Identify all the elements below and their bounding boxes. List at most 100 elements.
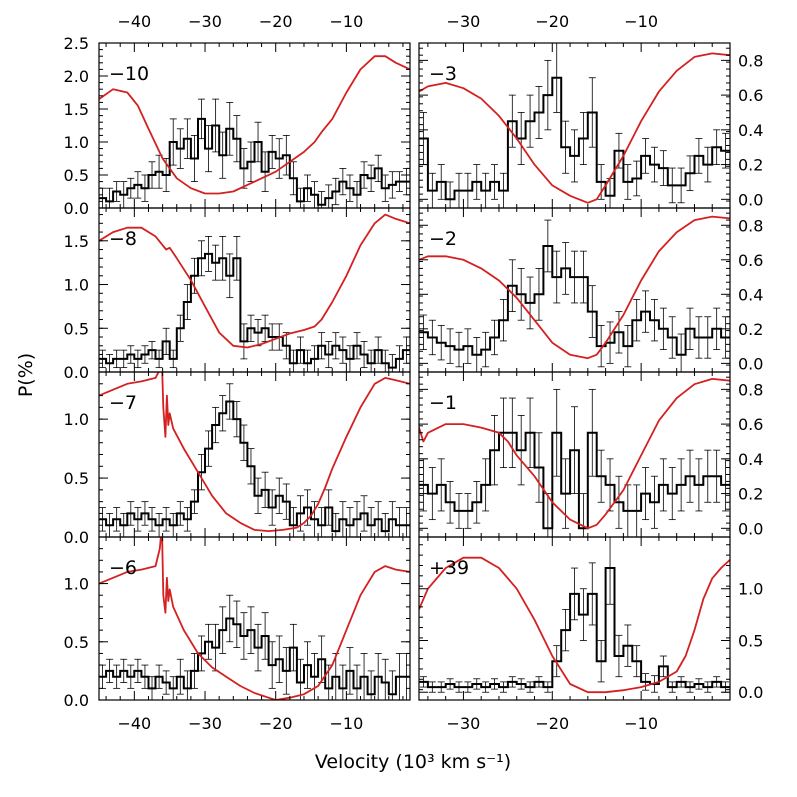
y-tick-label: 0.2 <box>738 320 763 339</box>
flux-spectrum-curve <box>419 52 730 204</box>
error-bars <box>99 236 410 372</box>
y-tick-label: 0.5 <box>64 166 89 185</box>
tick-marks <box>419 537 731 701</box>
y-tick-label: 1.5 <box>64 232 89 251</box>
tick-marks <box>419 43 731 209</box>
y-tick-label: 0.4 <box>738 285 763 304</box>
y-tick-label: 0.5 <box>738 631 763 650</box>
y-tick-label: 0.2 <box>738 156 763 175</box>
epoch-label: −10 <box>109 63 149 85</box>
panel-plot-area <box>99 537 410 700</box>
panel-plot-area <box>419 215 730 372</box>
y-tick-label: 1.0 <box>64 133 89 152</box>
panel-plot-area <box>99 213 410 372</box>
x-tick-label-top: −30 <box>447 12 481 31</box>
x-tick-label-top: −30 <box>188 12 222 31</box>
panel-left-1: 0.0 0.5 1.0 1.5 −8 <box>64 207 411 382</box>
y-axis-label: P(%) <box>15 353 37 397</box>
x-tick-label-bottom: −30 <box>188 714 222 733</box>
y-tick-label: 1.5 <box>64 100 89 119</box>
flux-spectrum-curve <box>99 55 410 195</box>
y-tick-label: 1.0 <box>64 575 89 594</box>
epoch-label: −2 <box>429 228 457 250</box>
x-tick-label-top: −40 <box>117 12 151 31</box>
y-tick-label: 0.6 <box>738 86 763 105</box>
y-tick-label: 2.0 <box>64 67 89 86</box>
polarization-histogram <box>99 617 410 696</box>
tick-marks <box>99 536 410 701</box>
error-bars <box>419 219 730 372</box>
y-tick-label: 1.0 <box>64 410 89 429</box>
tick-marks <box>99 371 410 538</box>
panel-right-1: 0.0 0.2 0.4 0.6 0.8 −2 <box>418 207 763 373</box>
epoch-label: −1 <box>429 392 457 414</box>
flux-spectrum-curve <box>99 537 410 700</box>
panel-frame <box>418 536 731 701</box>
tick-marks <box>419 208 731 373</box>
flux-spectrum-curve <box>419 215 730 360</box>
error-bars <box>419 537 730 693</box>
panel-grid: 0.0 0.5 1.0 1.5 2.0 2.5 −40 −30 −20 −10 −10 0.0 0.5 1… <box>64 12 764 733</box>
tick-marks <box>99 208 410 373</box>
y-tick-label: 0.0 <box>738 683 763 702</box>
polarization-histogram <box>99 117 410 206</box>
y-tick-label: 1.0 <box>738 580 763 599</box>
y-tick-label: 0.0 <box>64 691 89 710</box>
x-tick-label-top: −10 <box>624 12 658 31</box>
y-tick-label: 0.0 <box>738 354 763 373</box>
tick-marks <box>419 372 731 538</box>
x-axis-label: Velocity (10³ km s⁻¹) <box>315 751 511 773</box>
panel-frame <box>98 207 411 373</box>
y-tick-label: 0.0 <box>738 519 763 538</box>
y-tick-label: 1.0 <box>64 276 89 295</box>
panel-frame <box>418 42 731 209</box>
y-tick-label: 0.4 <box>738 450 763 469</box>
y-tick-label: 0.8 <box>738 380 763 399</box>
polarization-histogram <box>419 245 730 356</box>
epoch-label: −8 <box>109 228 137 250</box>
x-tick-label-top: −20 <box>535 12 569 31</box>
polarization-histogram <box>419 431 730 530</box>
panel-right-2: 0.0 0.2 0.4 0.6 0.8 −1 <box>418 371 763 538</box>
y-tick-label: 0.5 <box>64 469 89 488</box>
error-bars <box>99 594 410 700</box>
flux-spectrum-curve <box>419 556 730 694</box>
panel-left-0: 0.0 0.5 1.0 1.5 2.0 2.5 −40 −30 −20 −10 −10 <box>64 12 411 218</box>
x-tick-label-bottom: −40 <box>117 714 151 733</box>
flux-spectrum-curve <box>99 372 410 532</box>
polarization-histogram <box>419 567 730 689</box>
x-tick-label-bottom: −20 <box>259 714 293 733</box>
y-tick-label: 2.5 <box>64 34 89 53</box>
y-tick-label: 0.8 <box>738 216 763 235</box>
panel-right-3: 0.0 0.5 1.0 −30 −20 −10 +39 <box>418 536 763 733</box>
epoch-label: −3 <box>429 63 457 85</box>
x-tick-label-bottom: −30 <box>447 714 481 733</box>
y-tick-label: 0.4 <box>738 121 763 140</box>
y-tick-label: 0.0 <box>738 190 763 209</box>
y-tick-label: 0.6 <box>738 415 763 434</box>
y-tick-label: 0.0 <box>64 199 89 218</box>
y-tick-label: 0.0 <box>64 528 89 547</box>
y-tick-label: 0.5 <box>64 319 89 338</box>
polarization-histogram <box>99 400 410 533</box>
panel-plot-area <box>99 372 410 537</box>
panel-plot-area <box>419 43 730 208</box>
x-tick-label-top: −10 <box>330 12 364 31</box>
panel-plot-area <box>419 537 730 694</box>
y-tick-label: 0.6 <box>738 251 763 270</box>
panel-frame <box>98 536 411 701</box>
x-tick-label-bottom: −10 <box>330 714 364 733</box>
y-tick-label: 0.2 <box>738 485 763 504</box>
panel-left-2: 0.0 0.5 1.0 −7 <box>64 371 411 547</box>
polarization-histogram <box>419 76 730 201</box>
epoch-label: +39 <box>429 557 469 579</box>
y-tick-label: 0.5 <box>64 633 89 652</box>
epoch-label: −7 <box>109 392 137 414</box>
panel-right-0: 0.0 0.2 0.4 0.6 0.8 −30 −20 −10 −3 <box>418 12 763 209</box>
panel-plot-area <box>99 55 410 208</box>
epoch-label: −6 <box>109 557 137 579</box>
y-tick-label: 0.8 <box>738 51 763 70</box>
x-tick-label-top: −20 <box>259 12 293 31</box>
y-tick-label: 0.0 <box>64 363 89 382</box>
